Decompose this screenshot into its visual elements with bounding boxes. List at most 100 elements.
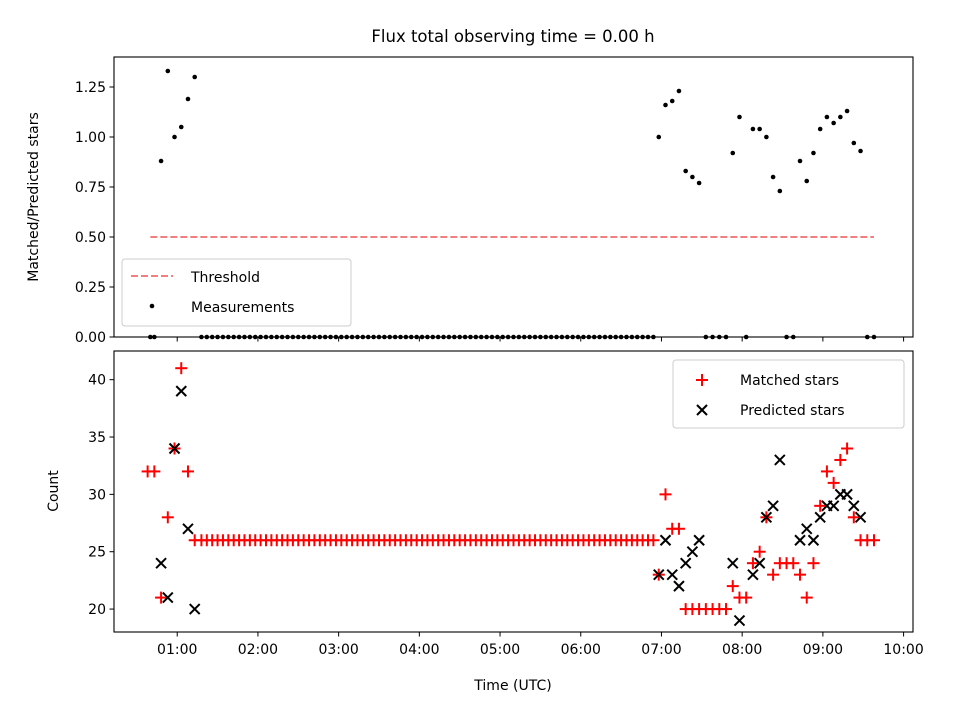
matched-star-point	[814, 499, 827, 512]
matched-star-point	[820, 465, 833, 478]
y-tick-label: 35	[88, 430, 106, 446]
ratio-plot-frame	[113, 56, 914, 338]
legend-measurements-swatch	[149, 303, 155, 309]
matched-star-point	[841, 442, 854, 455]
matched-star-point	[672, 522, 685, 535]
measurement-point	[831, 120, 836, 126]
measurement-point	[844, 108, 850, 114]
measurement-point	[824, 114, 830, 120]
legend-threshold-label: Threshold	[190, 270, 260, 286]
measurement-point	[178, 124, 184, 130]
matched-star-point	[807, 557, 820, 570]
measurement-point	[817, 126, 823, 132]
x-tick-label: 03:00	[318, 642, 358, 658]
measurement-point	[858, 148, 863, 154]
matched-star-point	[847, 511, 860, 524]
measurement-point	[690, 174, 695, 180]
y-tick-label: 40	[88, 373, 106, 389]
predicted-star-point	[693, 534, 705, 546]
matched-star-point	[740, 591, 753, 604]
measurement-point	[737, 114, 742, 120]
measurement-point	[730, 150, 736, 156]
ratio-panel: 0.00 0.25 0.50 0.75 1.00 1.25 Matched/Predict…	[26, 56, 914, 346]
y-tick-label: 0.50	[75, 230, 106, 246]
predicted-star-point	[733, 614, 746, 627]
count-panel: 01:00 02:00 03:00 04:00 05:00 06:00 07:00 08:00…	[46, 350, 924, 694]
predicted-star-point	[188, 603, 201, 615]
predicted-star-point	[168, 442, 181, 455]
predicted-star-point	[679, 557, 692, 569]
y-tick-label: 0.00	[75, 330, 106, 346]
measurement-point	[696, 180, 702, 186]
x-axis-label: Time (UTC)	[473, 678, 551, 694]
x-tick-label: 02:00	[238, 642, 278, 658]
matched-star-point	[794, 568, 807, 581]
x-tick-label: 06:00	[561, 642, 601, 658]
x-tick-label: 10:00	[883, 642, 923, 658]
matched-star-point	[800, 591, 813, 604]
measurement-point	[165, 68, 171, 74]
ratio-axis-ticks: 0.00 0.25 0.50 0.75 1.00 1.25	[75, 80, 905, 346]
predicted-star-point	[841, 488, 853, 501]
matched-star-point	[867, 534, 880, 547]
measurement-point	[656, 134, 662, 140]
predicted-star-point	[175, 385, 187, 397]
y-tick-label: 0.25	[75, 280, 106, 296]
predicted-star-point	[686, 546, 699, 558]
measurement-point	[757, 126, 762, 132]
matched-star-point	[148, 465, 161, 478]
measurement-point	[770, 174, 776, 180]
predicted-star-point	[827, 500, 840, 512]
x-tick-label: 04:00	[399, 642, 439, 658]
measurement-point	[683, 168, 688, 174]
predicted-star-point	[767, 500, 779, 512]
count-plot-marks	[141, 362, 880, 627]
measurement-point	[797, 158, 803, 164]
x-tick-label: 07:00	[641, 642, 681, 658]
x-tick-label: 09:00	[803, 642, 843, 658]
predicted-star-point	[848, 500, 860, 512]
x-tick-label: 01:00	[157, 642, 197, 658]
predicted-star-point	[854, 511, 867, 524]
matched-star-point	[175, 362, 188, 375]
matched-star-point	[181, 465, 194, 478]
matched-star-point	[767, 568, 780, 581]
measurement-point	[192, 74, 198, 80]
predicted-star-point	[727, 557, 739, 569]
matched-star-point	[787, 557, 800, 570]
legend-matched-label: Matched stars	[740, 373, 839, 389]
measurement-point	[804, 178, 810, 184]
count-plot-frame	[113, 350, 914, 633]
y-tick-label: 25	[88, 545, 106, 561]
measurement-point	[158, 158, 164, 164]
matched-star-point	[726, 580, 739, 593]
matched-star-point	[827, 476, 840, 489]
predicted-star-point	[794, 534, 806, 546]
measurement-point	[811, 150, 816, 156]
measurement-point	[851, 140, 857, 146]
matched-star-point	[659, 488, 672, 501]
ratio-y-axis-label: Matched/Predicted stars	[26, 112, 42, 282]
ratio-legend-box	[121, 258, 352, 327]
predicted-star-point	[774, 454, 786, 466]
count-legend: Matched stars Predicted stars	[672, 359, 905, 429]
predicted-star-point	[807, 534, 820, 546]
measurement-point	[676, 88, 682, 94]
measurement-point	[185, 96, 191, 102]
predicted-star-point	[747, 568, 759, 581]
y-tick-label: 1.25	[75, 80, 106, 96]
predicted-star-point	[814, 511, 826, 524]
matched-star-point	[155, 591, 168, 604]
y-tick-label: 20	[88, 602, 106, 618]
predicted-star-point	[659, 534, 672, 546]
y-tick-label: 30	[88, 487, 106, 503]
measurement-point	[750, 126, 756, 132]
predicted-star-point	[801, 523, 813, 535]
x-tick-label: 05:00	[480, 642, 520, 658]
ratio-legend: Threshold Measurements	[121, 258, 352, 327]
matched-star-point	[746, 557, 759, 570]
predicted-star-point	[162, 591, 174, 604]
predicted-star-point	[760, 511, 773, 524]
matched-star-point	[161, 511, 174, 524]
